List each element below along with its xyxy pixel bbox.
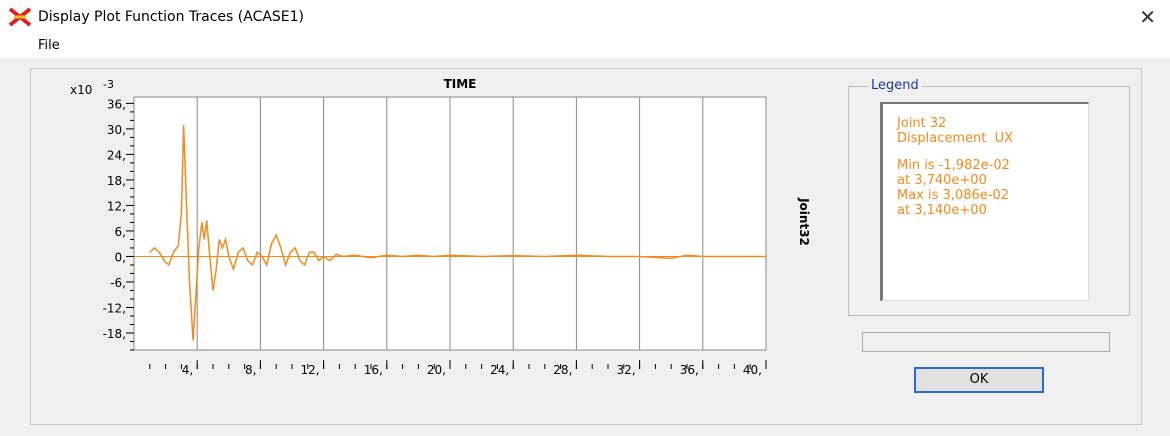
x-tick-label: 24, bbox=[490, 363, 509, 377]
y-tick-label: 0, bbox=[115, 250, 126, 264]
legend-title: Legend bbox=[868, 78, 922, 93]
chart: TIME x10 -3 Joint32 4, 8, 12, 16, 20, 24, 28, 3… bbox=[70, 77, 811, 377]
x-tick-label: 28, bbox=[553, 363, 572, 377]
legend-line: Displacement UX bbox=[897, 131, 1014, 146]
y-multiplier: x10 bbox=[70, 83, 92, 97]
menu-item[interactable]: File bbox=[38, 38, 60, 53]
x-tick-label: 16, bbox=[364, 363, 383, 377]
legend: Joint 32 Displacement UX Min is -1,982e-02… bbox=[880, 102, 1089, 301]
y-tick-label: 36, bbox=[107, 97, 126, 111]
x-tick-label: 12, bbox=[301, 363, 320, 377]
title-bar: Display Plot Function Traces (ACASE1) ✕ bbox=[0, 0, 1170, 34]
plot-panel bbox=[30, 68, 1142, 425]
legend-line: at 3,140e+00 bbox=[897, 203, 987, 218]
y-tick-label: 18, bbox=[107, 174, 126, 188]
x-tick-label: 4, bbox=[182, 363, 193, 377]
ok-button[interactable]: OK bbox=[914, 367, 1044, 393]
legend-line: Joint 32 bbox=[897, 116, 947, 131]
y-tick-label: -6, bbox=[110, 276, 126, 290]
x-tick-label: 20, bbox=[427, 363, 446, 377]
y-exponent: -3 bbox=[103, 78, 114, 91]
y-tick-label: -12, bbox=[103, 301, 126, 315]
app-icon bbox=[8, 7, 32, 27]
chart-title: TIME bbox=[444, 77, 477, 91]
x-tick-label: 40, bbox=[743, 363, 762, 377]
menu-bar: File bbox=[0, 34, 1170, 58]
x-tick-label: 36, bbox=[680, 363, 699, 377]
y-tick-label: 12, bbox=[107, 199, 126, 213]
window-title: Display Plot Function Traces (ACASE1) bbox=[38, 9, 305, 25]
legend-line: Min is -1,982e-02 bbox=[897, 158, 1010, 173]
legend-line: at 3,740e+00 bbox=[897, 173, 987, 188]
close-button[interactable]: ✕ bbox=[1139, 5, 1156, 29]
status-box bbox=[862, 332, 1110, 352]
y-tick-label: -18, bbox=[103, 327, 126, 341]
x-tick-label: 32, bbox=[617, 363, 636, 377]
legend-group bbox=[848, 86, 1130, 316]
legend-line: Max is 3,086e-02 bbox=[897, 188, 1009, 203]
series-line bbox=[149, 125, 766, 341]
y-tick-label: 24, bbox=[107, 148, 126, 162]
x-tick-label: 8, bbox=[245, 363, 256, 377]
y-tick-label: 6, bbox=[115, 225, 126, 239]
y-tick-label: 30, bbox=[107, 123, 126, 137]
side-label: Joint32 bbox=[797, 197, 811, 246]
